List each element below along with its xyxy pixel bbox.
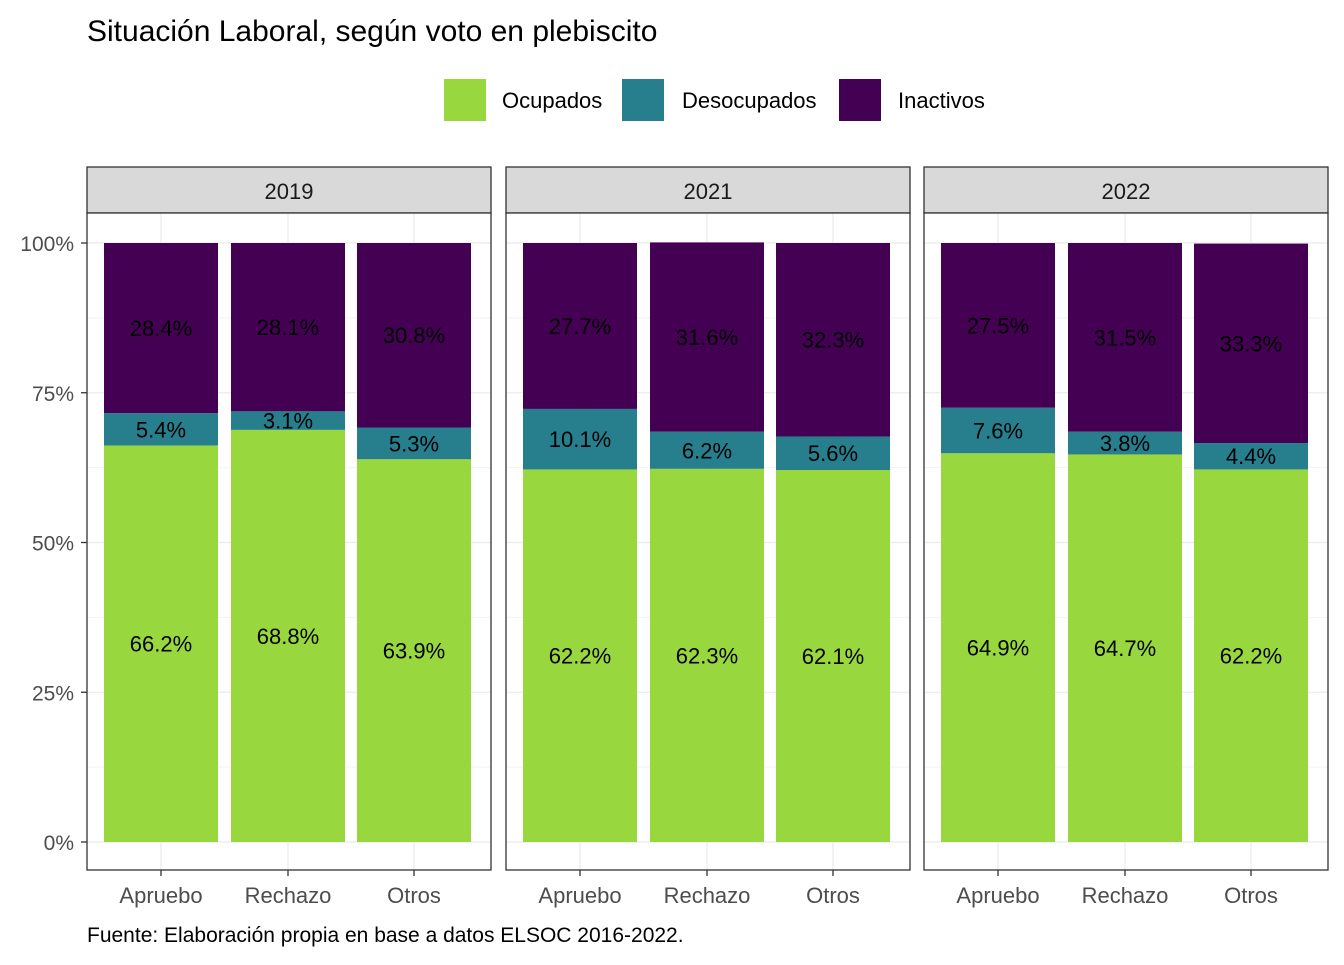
facet-strip-label: 2021 [684, 179, 733, 204]
bar-2022-rechazo-inactivos [1068, 243, 1182, 432]
x-tick-label: Otros [387, 883, 441, 908]
panel-2021: 2021 62.2% 10.1% 27.7% Apruebo 62.3% 6.2% 31.6%… [505, 166, 911, 908]
data-label: 31.6% [676, 325, 738, 350]
bar-2022-apruebo-inactivos [941, 243, 1055, 408]
data-label: 62.3% [676, 643, 738, 668]
legend: Ocupados Desocupados Inactivos [444, 79, 985, 121]
y-tick-label: 75% [32, 383, 74, 406]
bar-2021-apruebo-inactivos [523, 243, 637, 409]
data-label: 5.6% [808, 441, 858, 466]
data-label: 5.4% [136, 417, 186, 442]
legend-desocupados-swatch [622, 79, 664, 121]
bar-2019-apruebo-ocupados [104, 445, 218, 842]
data-label: 62.2% [549, 644, 611, 669]
bar-2021-rechazo-ocupados [650, 468, 764, 842]
facet-strip-label: 2022 [1102, 179, 1151, 204]
x-tick-label: Apruebo [119, 883, 202, 908]
bar-2021-rechazo-inactivos [650, 242, 764, 432]
data-label: 4.4% [1226, 444, 1276, 469]
facet-strip-label: 2019 [265, 179, 314, 204]
panel-border [505, 212, 911, 871]
x-tick-label: Otros [1224, 883, 1278, 908]
data-label: 64.9% [967, 636, 1029, 661]
bar-2022-otros-inactivos [1194, 243, 1308, 444]
bar-2019-apruebo-inactivos [104, 243, 218, 414]
y-tick-label: 50% [32, 533, 74, 556]
data-label: 62.2% [1220, 644, 1282, 669]
chart-caption: Fuente: Elaboración propia en base a dat… [87, 924, 684, 947]
bar-2022-rechazo-ocupados [1068, 454, 1182, 842]
y-tick-label: 0% [44, 832, 74, 855]
legend-desocupados-label: Desocupados [682, 88, 817, 113]
x-tick-label: Rechazo [245, 883, 332, 908]
panel-border [86, 212, 492, 871]
bar-2021-otros-inactivos [776, 243, 890, 437]
data-label: 30.8% [383, 323, 445, 348]
data-label: 6.2% [682, 438, 732, 463]
data-label: 31.5% [1094, 325, 1156, 350]
data-label: 28.1% [257, 315, 319, 340]
data-label: 27.5% [967, 313, 1029, 338]
bar-2022-rechazo-desocupados [1068, 431, 1182, 455]
data-label: 64.7% [1094, 636, 1156, 661]
data-label: 10.1% [549, 427, 611, 452]
data-label: 3.8% [1100, 431, 1150, 456]
facet-panels: 2019 66.2% 5.4% 28.4% Apruebo 68.8% 3.1% 28.1% R… [86, 166, 1329, 908]
y-tick-label: 25% [32, 682, 74, 705]
bar-2019-rechazo-desocupados [231, 411, 345, 430]
bar-2019-rechazo-inactivos [231, 243, 345, 412]
y-axis: 0% 25% 50% 75% 100% [20, 233, 87, 855]
bar-2022-apruebo-ocupados [941, 453, 1055, 842]
legend-inactivos-swatch [839, 79, 881, 121]
panel-2019: 2019 66.2% 5.4% 28.4% Apruebo 68.8% 3.1% 28.1% R… [86, 166, 492, 908]
bar-2019-rechazo-ocupados [231, 429, 345, 842]
chart-title: Situación Laboral, según voto en plebisc… [87, 15, 657, 48]
bar-2021-apruebo-ocupados [523, 469, 637, 842]
legend-ocupados-swatch [444, 79, 486, 121]
x-tick-label: Rechazo [1082, 883, 1169, 908]
data-label: 3.1% [263, 409, 313, 434]
bar-2022-apruebo-desocupados [941, 407, 1055, 454]
bar-2022-otros-ocupados [1194, 469, 1308, 842]
bar-2019-apruebo-desocupados [104, 413, 218, 446]
bar-2022-otros-desocupados [1194, 443, 1308, 470]
data-label: 7.6% [973, 418, 1023, 443]
legend-inactivos-label: Inactivos [898, 88, 985, 113]
x-tick-label: Apruebo [956, 883, 1039, 908]
x-tick-label: Rechazo [664, 883, 751, 908]
facet-strip-2019 [86, 166, 492, 214]
bar-2021-rechazo-desocupados [650, 431, 764, 469]
bar-2021-otros-ocupados [776, 470, 890, 842]
data-label: 66.2% [130, 632, 192, 657]
bar-2021-apruebo-desocupados [523, 408, 637, 470]
panel-border [923, 212, 1329, 871]
data-label: 63.9% [383, 639, 445, 664]
data-label: 62.1% [802, 644, 864, 669]
data-label: 27.7% [549, 314, 611, 339]
bar-2019-otros-inactivos [357, 243, 471, 428]
facet-strip-2022 [923, 166, 1329, 214]
bar-2019-otros-ocupados [357, 459, 471, 842]
data-label: 5.3% [389, 431, 439, 456]
facet-strip-2021 [505, 166, 911, 214]
data-label: 33.3% [1220, 331, 1282, 356]
bar-2019-otros-desocupados [357, 427, 471, 460]
x-tick-label: Apruebo [538, 883, 621, 908]
legend-ocupados-label: Ocupados [502, 88, 602, 113]
data-label: 32.3% [802, 328, 864, 353]
x-tick-label: Otros [806, 883, 860, 908]
bar-2021-otros-desocupados [776, 436, 890, 471]
data-label: 28.4% [130, 316, 192, 341]
data-label: 68.8% [257, 624, 319, 649]
panel-2022: 2022 64.9% 7.6% 27.5% Apruebo 64.7% 3.8% 31.5% R… [923, 166, 1329, 908]
y-tick-label: 100% [20, 233, 74, 256]
